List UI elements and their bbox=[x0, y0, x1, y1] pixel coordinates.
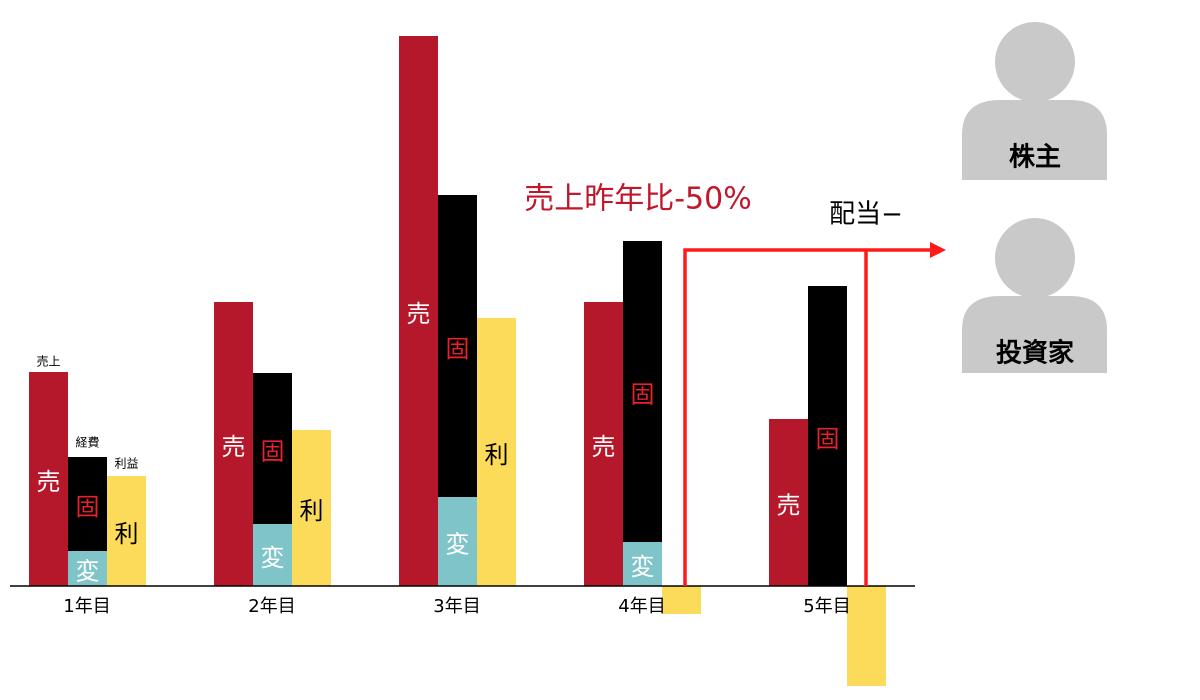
bar-label: 売 bbox=[592, 433, 616, 461]
arrow-head bbox=[930, 242, 946, 258]
recipient-label: 株主 bbox=[1009, 143, 1061, 173]
x-tick-label: 1年目 bbox=[63, 596, 110, 617]
variable-cost-bar bbox=[623, 542, 662, 586]
bar-label: 売 bbox=[37, 468, 61, 496]
bar-label: 変 bbox=[446, 531, 470, 559]
sales-bar bbox=[769, 419, 808, 586]
bar-label: 固 bbox=[631, 381, 655, 409]
dividend-arrow bbox=[683, 248, 932, 586]
annotation: 売上昨年比-50% bbox=[524, 182, 752, 217]
person-body bbox=[962, 100, 1107, 180]
sales-bar bbox=[214, 302, 253, 586]
series-caption: 売上 bbox=[36, 354, 60, 369]
bar-label: 固 bbox=[816, 425, 840, 453]
sales-bar bbox=[584, 302, 623, 586]
bar-label: 固 bbox=[76, 493, 100, 521]
recipient-label: 投資家 bbox=[996, 338, 1074, 369]
bar-label: 固 bbox=[261, 438, 285, 466]
bar-label: 利 bbox=[300, 497, 324, 525]
profit-bar bbox=[292, 430, 331, 586]
bar-label: 売 bbox=[777, 492, 801, 520]
bar-label: 変 bbox=[76, 558, 100, 586]
series-caption: 経費 bbox=[75, 435, 99, 450]
sales-bar bbox=[29, 372, 68, 586]
bar-label: 売 bbox=[222, 433, 246, 461]
fixed-cost-bar bbox=[68, 457, 107, 551]
fixed-cost-bar bbox=[623, 241, 662, 542]
series-caption: 利益 bbox=[114, 457, 138, 471]
x-tick-label: 3年目 bbox=[433, 596, 480, 617]
fixed-cost-bar bbox=[808, 286, 847, 586]
fixed-cost-bar bbox=[253, 373, 292, 524]
sales-bar bbox=[399, 36, 438, 586]
variable-cost-bar bbox=[438, 497, 477, 586]
bar-label: 利 bbox=[115, 520, 139, 548]
x-tick-label: 2年目 bbox=[248, 596, 295, 617]
bar-label: 売 bbox=[407, 300, 431, 328]
bar-label: 変 bbox=[631, 553, 655, 581]
bar-label: 変 bbox=[261, 544, 285, 572]
profit-bar bbox=[107, 476, 146, 586]
variable-cost-bar bbox=[253, 524, 292, 586]
variable-cost-bar bbox=[68, 551, 107, 586]
x-tick-label: 4年目 bbox=[618, 596, 665, 617]
bar-label: 固 bbox=[446, 335, 470, 363]
person-head bbox=[995, 22, 1075, 102]
person-head bbox=[995, 218, 1075, 298]
profit-bar bbox=[662, 586, 701, 614]
person-body bbox=[962, 296, 1107, 373]
profit-bar bbox=[477, 318, 516, 586]
recipient-icons bbox=[962, 22, 1107, 373]
fixed-cost-bar bbox=[438, 195, 477, 497]
dividend-label: 配当− bbox=[829, 200, 903, 230]
bar-label: 利 bbox=[485, 441, 509, 469]
x-tick-label: 5年目 bbox=[803, 596, 850, 617]
profit-bar bbox=[847, 586, 886, 686]
